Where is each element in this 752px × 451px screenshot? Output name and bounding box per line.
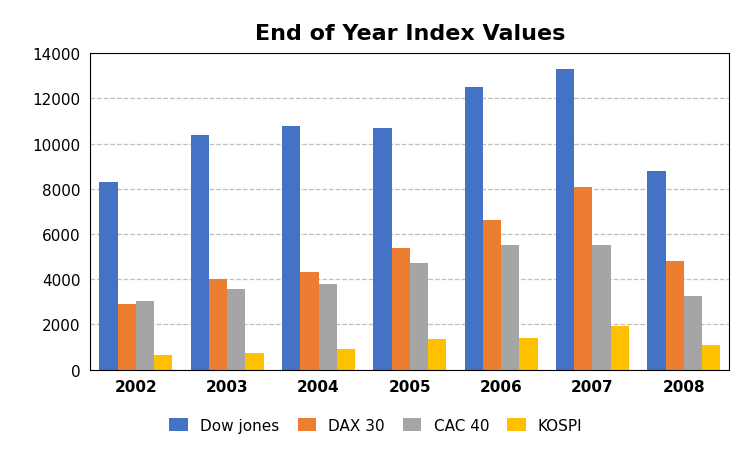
Bar [373, 129, 392, 370]
Bar [136, 301, 154, 370]
Bar [647, 171, 666, 370]
Bar [319, 284, 337, 370]
Bar [245, 353, 264, 370]
Bar [300, 273, 319, 370]
Bar [556, 70, 575, 370]
Bar [520, 338, 538, 370]
Bar [666, 262, 684, 370]
Bar [154, 355, 172, 370]
Bar [337, 350, 355, 370]
Bar [465, 88, 483, 370]
Bar [702, 345, 720, 370]
Bar [227, 290, 245, 370]
Title: End of Year Index Values: End of Year Index Values [255, 24, 565, 44]
Legend: Dow jones, DAX 30, CAC 40, KOSPI: Dow jones, DAX 30, CAC 40, KOSPI [163, 412, 589, 439]
Bar [392, 248, 410, 370]
Bar [593, 246, 611, 370]
Bar [191, 135, 209, 370]
Bar [428, 339, 447, 370]
Bar [575, 187, 593, 370]
Bar [501, 246, 520, 370]
Bar [410, 264, 428, 370]
Bar [282, 126, 300, 370]
Bar [117, 304, 136, 370]
Bar [483, 221, 501, 370]
Bar [209, 280, 227, 370]
Bar [99, 183, 117, 370]
Bar [684, 297, 702, 370]
Bar [611, 326, 629, 370]
